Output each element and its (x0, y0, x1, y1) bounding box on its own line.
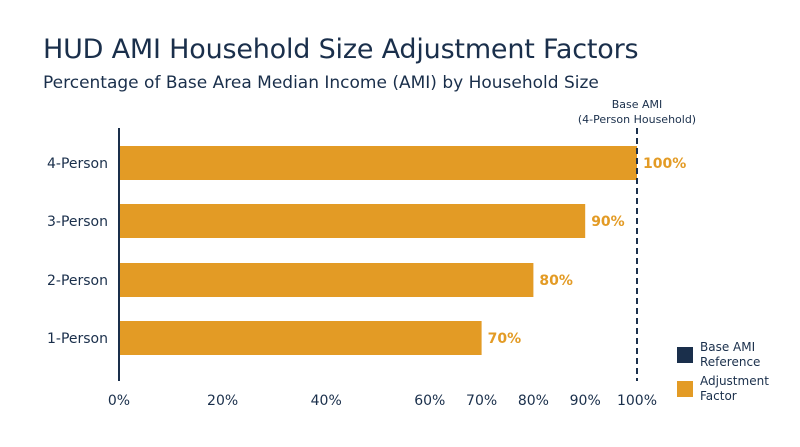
legend-swatch-reference (677, 347, 693, 363)
chart-subtitle: Percentage of Base Area Median Income (A… (43, 73, 599, 93)
legend-label-line: Factor (700, 389, 737, 403)
data-label: 90% (591, 214, 625, 230)
legend-item-reference: Base AMI Reference (677, 340, 780, 370)
x-tick-label: 40% (311, 393, 342, 409)
chart-title: HUD AMI Household Size Adjustment Factor… (43, 34, 639, 65)
x-tick-label: 100% (617, 393, 657, 409)
data-label: 70% (488, 331, 522, 347)
data-label: 80% (539, 273, 573, 289)
category-label: 2-Person (47, 273, 108, 289)
legend: Base AMI Reference Adjustment Factor (677, 340, 780, 408)
legend-label-line: Base AMI (700, 340, 756, 354)
legend-item-adjustment: Adjustment Factor (677, 374, 780, 404)
x-tick-label: 0% (108, 393, 130, 409)
category-label: 4-Person (47, 156, 108, 172)
bar (119, 263, 534, 297)
x-tick-label: 70% (466, 393, 497, 409)
bar (119, 321, 482, 355)
category-label: 3-Person (47, 214, 108, 230)
reference-label: (4-Person Household) (578, 113, 696, 126)
reference-label: Base AMI (612, 98, 663, 111)
data-label: 100% (643, 156, 686, 172)
x-tick-label: 60% (414, 393, 445, 409)
bar (119, 146, 637, 180)
legend-swatch-adjustment (677, 381, 693, 397)
x-tick-label: 20% (207, 393, 238, 409)
x-tick-label: 80% (518, 393, 549, 409)
bar (119, 204, 586, 238)
legend-label-line: Reference (700, 355, 761, 369)
category-label: 1-Person (47, 331, 108, 347)
legend-label-line: Adjustment (700, 374, 769, 388)
x-tick-label: 90% (570, 393, 601, 409)
